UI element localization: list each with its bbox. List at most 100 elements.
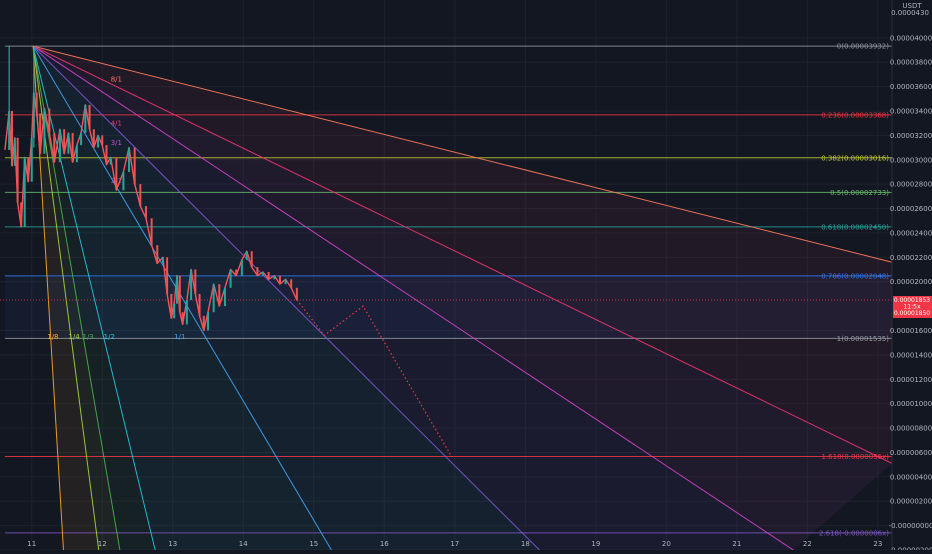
price-candle [23, 157, 26, 227]
x-tick-label: 20 [662, 540, 671, 548]
y-tick-label: 0.00003200 [890, 132, 932, 140]
price-candle [290, 279, 293, 288]
currency-label: USDT [902, 2, 922, 10]
x-tick-label: 22 [803, 540, 812, 548]
price-candle [278, 275, 281, 285]
price-candle [284, 279, 287, 285]
price-candle [88, 104, 91, 130]
fan-line-label: 1/3 [83, 333, 94, 341]
fan-line[interactable] [32, 45, 332, 551]
price-candle [161, 257, 164, 264]
price-candle [35, 92, 38, 114]
price-candle [27, 157, 30, 182]
fan-line[interactable] [32, 46, 121, 551]
price-candle [295, 287, 298, 300]
x-tick-label: 15 [309, 540, 318, 548]
price-candle [256, 267, 259, 276]
price-candle [207, 312, 210, 331]
y-tick-label: 0.00002600 [890, 205, 932, 213]
price-candle [229, 269, 232, 288]
price-candle [144, 206, 147, 219]
fib-level-label: 1(0.00001535) [837, 335, 889, 343]
price-candle [43, 108, 46, 154]
fan-line[interactable] [33, 45, 893, 263]
y-tick-label: 0.00001600 [890, 327, 932, 335]
price-candle [13, 137, 16, 166]
price-candle [267, 271, 270, 280]
price-scale-background[interactable] [892, 0, 932, 550]
fib-level-label: 0.236(0.00003368) [821, 111, 889, 119]
x-tick-label: 11 [27, 540, 36, 548]
price-candle [101, 135, 104, 146]
projection-line[interactable] [296, 299, 452, 457]
price-line [4, 92, 298, 332]
current-price-tag-line: 0.00001850 [894, 310, 930, 317]
price-candle [235, 269, 238, 276]
y-tick-label: 0.00004000 [890, 34, 932, 42]
fib-level-label: 0.786(0.00002048) [821, 272, 889, 280]
price-candle [8, 110, 11, 150]
y-tick-label: 0.00003400 [890, 107, 932, 115]
current-price-tag-line: 11:5x [903, 304, 920, 311]
projection-path[interactable] [296, 299, 452, 457]
top-clipped-price-tick: 0.0000430 [891, 9, 929, 17]
x-tick-label: 12 [98, 540, 107, 548]
price-candle [71, 132, 74, 163]
price-candle [262, 271, 265, 276]
y-tick-label: 0.00000400 [890, 473, 932, 481]
fan-line-label: 1/2 [104, 333, 115, 341]
fib-level-label: 0(0.00003932) [837, 43, 889, 51]
x-tick-label: 14 [239, 540, 248, 548]
price-candle [16, 137, 19, 203]
current-price-tag-line: 0.00001853 [894, 297, 930, 304]
price-candle [75, 145, 78, 163]
price-candle [212, 284, 215, 313]
price-candle [39, 113, 42, 154]
price-candle [202, 315, 205, 331]
x-tick-label: 17 [450, 540, 459, 548]
time-axis[interactable]: 11 12 13 14 15 16 17 18 19 20 21 22 23 [27, 540, 882, 548]
fan-line-label: 4/1 [111, 120, 122, 128]
x-tick-label: 21 [732, 540, 741, 548]
x-tick-label: 13 [168, 540, 177, 548]
price-candle [273, 275, 276, 280]
y-tick-label: 0.00002200 [890, 254, 932, 262]
x-tick-label: 23 [873, 540, 882, 548]
y-tick-label: 0.00003800 [890, 59, 932, 67]
price-candle [92, 129, 95, 148]
fan-line[interactable] [32, 45, 540, 551]
fan-line[interactable] [32, 45, 156, 551]
y-tick-label: -0.00000200 [889, 547, 932, 551]
fib-zone [4, 275, 892, 339]
price-candle [80, 132, 83, 146]
y-tick-label: 0.00002800 [890, 181, 932, 189]
fib-level-label: 1.618(0.0000056x) [822, 453, 890, 461]
price-candle [67, 132, 70, 154]
fib-retracement-levels[interactable]: 0(0.00003932) 0.236(0.00003368) 0.382(0.00… [4, 43, 892, 538]
price-candle [198, 293, 201, 316]
fan-line[interactable] [32, 45, 893, 464]
price-candle [32, 92, 35, 138]
price-candle [190, 269, 193, 300]
y-tick-label: 0.00002400 [890, 229, 932, 237]
price-candle [109, 157, 112, 165]
fan-line[interactable] [32, 45, 794, 551]
fib-speed-fan-lines[interactable]: 8/14/13/12/11/11/21/31/41/8 [32, 45, 893, 551]
price-candle [105, 145, 108, 165]
price-candle [175, 275, 178, 304]
fan-line-label: 8/1 [111, 76, 122, 84]
fib-level-label: 2.618(-0.0000006x) [819, 529, 889, 537]
price-candle [63, 129, 66, 154]
price-candle [223, 287, 226, 307]
price-candle [178, 275, 181, 313]
y-tick-label: 0.00000200 [890, 498, 932, 506]
fan-line-label: 3/1 [111, 139, 122, 147]
fan-line-label: 1/1 [174, 333, 185, 341]
price-candle [139, 184, 142, 207]
y-tick-label: 0.00001400 [890, 351, 932, 359]
price-candle [166, 257, 169, 294]
price-candle [170, 293, 173, 319]
